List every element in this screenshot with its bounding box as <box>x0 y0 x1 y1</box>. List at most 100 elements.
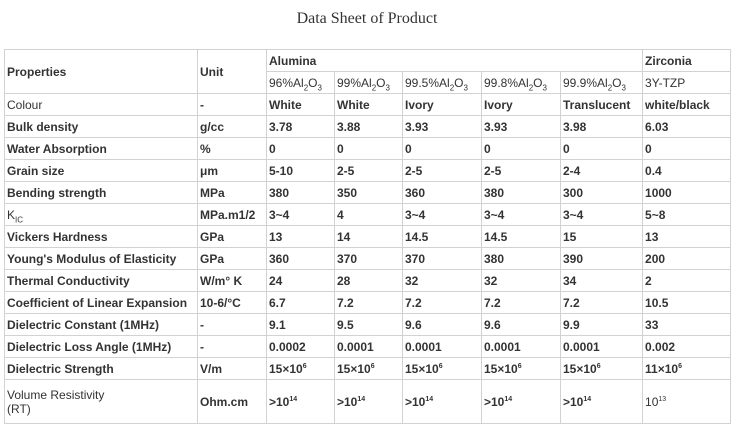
value-cell: 7.2 <box>402 291 482 314</box>
value-cell: 2-5 <box>481 159 561 182</box>
unit-cell: % <box>197 137 267 160</box>
value-cell: 300 <box>559 181 644 204</box>
value-cell: >1014 <box>402 379 482 424</box>
value-cell: >1014 <box>559 379 644 424</box>
value-cell: 9.6 <box>481 313 561 336</box>
property-cell: KIC <box>4 203 198 226</box>
property-cell: Volume Resistivity (RT) <box>4 379 198 424</box>
value-cell: 5-10 <box>266 159 335 182</box>
alumina-header: Alumina <box>265 49 644 72</box>
superscript: 14 <box>357 395 366 403</box>
table-row: Bulk density g/cc 3.78 3.88 3.93 3.93 3.98 6.03 <box>4 115 732 138</box>
value-cell: 6.7 <box>266 291 335 314</box>
value-cell: 1013 <box>642 379 732 424</box>
value-cell: 9.9 <box>559 313 644 336</box>
superscript: 14 <box>504 395 513 403</box>
value-cell: 10.5 <box>642 291 732 314</box>
subscript: 3 <box>463 82 468 92</box>
property-cell: Bulk density <box>4 115 198 138</box>
value-cell: 0 <box>334 137 403 160</box>
value-cell: 0.002 <box>642 335 732 358</box>
value-cell: 0.0001 <box>334 335 403 358</box>
value-cell: >1014 <box>266 379 335 424</box>
zirconia-header: Zirconia <box>642 49 732 72</box>
value-cell: 360 <box>266 247 335 270</box>
unit-cell: g/cc <box>197 115 267 138</box>
value-cell: 2-5 <box>402 159 482 182</box>
property-cell: Thermal Conductivity <box>4 269 198 292</box>
value-cell: 15×106 <box>481 357 561 380</box>
properties-header: Properties <box>4 49 198 94</box>
value-cell: 14.5 <box>481 225 561 248</box>
value-cell: 34 <box>559 269 644 292</box>
value-cell: 1000 <box>642 181 732 204</box>
value-cell: Translucent <box>559 93 644 116</box>
grade-cell: 99.8%Al2O3 <box>481 71 561 94</box>
value-cell: 9.6 <box>402 313 482 336</box>
table-row: Bending strength MPa 380 350 360 380 300 1000 <box>4 181 732 204</box>
value-cell: 370 <box>402 247 482 270</box>
subscript: 2 <box>371 82 377 92</box>
value-cell: White <box>334 93 403 116</box>
table-row: Volume Resistivity (RT) Ohm.cm >1014 >1014 >1… <box>4 379 732 424</box>
value-cell: 0.0002 <box>266 335 335 358</box>
value-cell: 13 <box>642 225 732 248</box>
value-cell: 15×106 <box>266 357 335 380</box>
value-cell: 0 <box>402 137 482 160</box>
value-cell: 3.88 <box>334 115 403 138</box>
table-row: KIC MPa.m1/2 3~4 4 3~4 3~4 3~4 5~8 <box>4 203 732 226</box>
property-cell: Water Absorption <box>4 137 198 160</box>
unit-cell: μm <box>197 159 267 182</box>
value-cell: 6.03 <box>642 115 732 138</box>
property-cell: Dielectric Strength <box>4 357 198 380</box>
value-cell: 360 <box>402 181 482 204</box>
table-row: Colour - White White Ivory Ivory Translucent wh… <box>4 93 732 116</box>
header-row: Properties Unit Alumina Zirconia <box>4 49 732 94</box>
value-cell: 0.0001 <box>402 335 482 358</box>
value-cell: 32 <box>481 269 561 292</box>
superscript: 6 <box>678 362 682 370</box>
value-cell: 15×106 <box>402 357 482 380</box>
value-cell: 0.0001 <box>559 335 644 358</box>
unit-cell: Ohm.cm <box>197 379 267 424</box>
value-cell: 3~4 <box>481 203 561 226</box>
property-cell: Dielectric Constant (1MHz) <box>4 313 198 336</box>
unit-cell: GPa <box>197 225 267 248</box>
subscript: IC <box>15 214 24 224</box>
table-row: Coefficient of Linear Expansion 10-6/°C 6.… <box>4 291 732 314</box>
value-cell: 24 <box>266 269 335 292</box>
value-cell: 15×106 <box>334 357 403 380</box>
value-cell: 9.1 <box>266 313 335 336</box>
value-cell: 350 <box>334 181 403 204</box>
value-cell: >1014 <box>481 379 561 424</box>
value-cell: 4 <box>334 203 403 226</box>
value-cell: 3.93 <box>481 115 561 138</box>
unit-cell: GPa <box>197 247 267 270</box>
superscript: 6 <box>302 362 307 370</box>
value-cell: 3~4 <box>402 203 482 226</box>
superscript: 14 <box>583 395 592 403</box>
value-cell: 0.0001 <box>481 335 561 358</box>
value-cell: 390 <box>559 247 644 270</box>
unit-cell: - <box>197 313 267 336</box>
value-cell: 33 <box>642 313 732 336</box>
value-cell: 0 <box>481 137 561 160</box>
value-cell: 13 <box>266 225 335 248</box>
value-cell: 28 <box>334 269 403 292</box>
value-cell: 32 <box>402 269 482 292</box>
page-title: Data Sheet of Product <box>296 10 438 27</box>
value-cell: Ivory <box>481 93 561 116</box>
table-row: Vickers Hardness GPa 13 14 14.5 14.5 15 13 <box>4 225 732 248</box>
superscript: 6 <box>596 362 601 370</box>
value-cell: white/black <box>642 93 732 116</box>
value-cell: 2 <box>642 269 732 292</box>
value-cell: 370 <box>334 247 403 270</box>
value-cell: 7.2 <box>559 291 644 314</box>
value-cell: 2-5 <box>334 159 403 182</box>
value-cell: White <box>266 93 335 116</box>
value-cell: 380 <box>481 247 561 270</box>
subscript: 2 <box>607 82 613 92</box>
superscript: 6 <box>517 362 522 370</box>
value-cell: 14 <box>334 225 403 248</box>
value-cell: 3.93 <box>402 115 482 138</box>
